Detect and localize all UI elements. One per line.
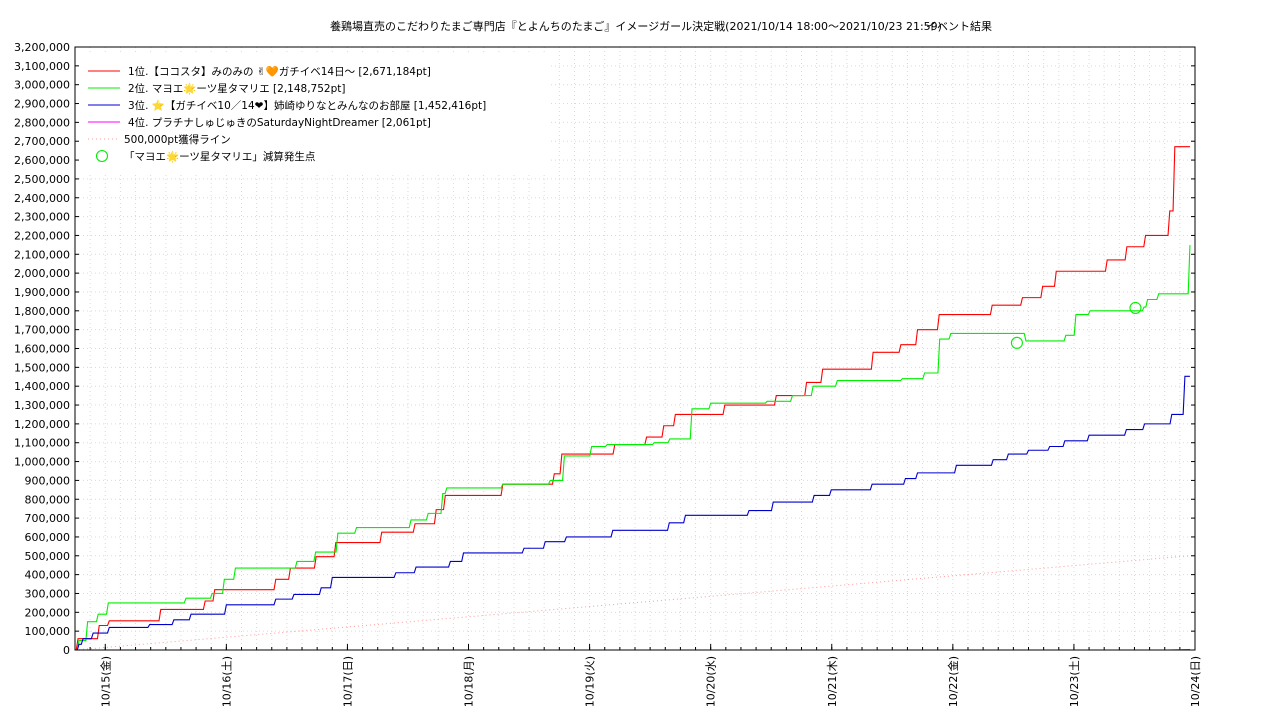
y-tick-label: 1,100,000 <box>14 437 70 450</box>
x-tick-label: 10/19(火) <box>584 656 597 707</box>
y-tick-label: 400,000 <box>25 569 71 582</box>
y-tick-label: 1,500,000 <box>14 361 70 374</box>
y-tick-label: 300,000 <box>25 587 71 600</box>
legend-label-3: 3位. ⭐【ガチイベ10／14❤】姉崎ゆりなとみんなのお部屋 [1,452,41… <box>128 99 486 112</box>
y-tick-label: 2,900,000 <box>14 98 70 111</box>
series-group <box>74 146 1191 651</box>
y-tick-label: 1,200,000 <box>14 418 70 431</box>
x-tick-label: 10/20(水) <box>705 656 718 707</box>
y-tick-label: 900,000 <box>25 474 71 487</box>
x-tick-label: 10/15(金) <box>98 656 112 707</box>
y-tick-label: 600,000 <box>25 531 71 544</box>
y-axis: 0 100,000 200,000 300,000 400,000 500,000 600,… <box>14 41 1195 657</box>
event-markers <box>1010 301 1142 349</box>
y-tick-label: 3,200,000 <box>14 41 70 54</box>
legend-label-5: 500,000pt獲得ライン <box>124 133 231 146</box>
y-tick-label: 1,300,000 <box>14 399 70 412</box>
plot-frame <box>74 46 1196 651</box>
y-tick-label: 2,700,000 <box>14 135 70 148</box>
y-tick-label: 1,700,000 <box>14 324 70 337</box>
x-tick-label: 10/22(金) <box>946 656 960 707</box>
y-tick-label: 2,500,000 <box>14 173 70 186</box>
series-line-3 <box>75 375 1190 651</box>
y-tick-label: 500,000 <box>25 550 71 563</box>
y-tick-label: 1,900,000 <box>14 286 70 299</box>
x-tick-label: 10/18(月) <box>463 656 476 707</box>
y-tick-label: 2,600,000 <box>14 154 70 167</box>
x-tick-label: 10/17(日) <box>341 656 354 707</box>
legend: 1位.【ココスタ】みのみの ✌🧡ガチイベ14日〜 [2,671,184pt] 2位… <box>79 55 549 173</box>
y-tick-label: 2,300,000 <box>14 211 70 224</box>
y-tick-label: 2,200,000 <box>14 229 70 242</box>
y-tick-label: 1,000,000 <box>14 456 70 469</box>
y-tick-label: 2,100,000 <box>14 248 70 261</box>
x-tick-label: 10/21(木) <box>826 656 839 707</box>
series-line-2 <box>75 245 1191 651</box>
x-tick-label: 10/23(土) <box>1068 656 1081 707</box>
y-tick-label: 800,000 <box>25 493 71 506</box>
y-tick-label: 2,000,000 <box>14 267 70 280</box>
legend-background <box>79 55 549 173</box>
y-tick-label: 200,000 <box>25 606 71 619</box>
legend-label-2: 2位. マヨエ🌟ーツ星タマリエ [2,148,752pt] <box>128 82 345 95</box>
y-tick-label: 1,800,000 <box>14 305 70 318</box>
y-tick-label: 0 <box>63 644 70 657</box>
y-tick-label: 3,100,000 <box>14 60 70 73</box>
y-tick-label: 700,000 <box>25 512 71 525</box>
legend-label-4: 4位. プラチナしゅじゅきのSaturdayNightDreamer [2,06… <box>128 116 431 129</box>
legend-event-marker <box>95 149 109 163</box>
x-tick-label: 10/16(土) <box>220 656 233 707</box>
legend-label-1: 1位.【ココスタ】みのみの ✌🧡ガチイベ14日〜 [2,671,184pt] <box>128 65 431 78</box>
legend-label-events: 「マヨエ🌟ーツ星タマリエ」減算発生点 <box>124 150 315 163</box>
x-tick-label: 10/24(日) <box>1189 656 1202 707</box>
series-line-5 <box>74 555 1190 651</box>
x-axis: 10/15(金) 10/16(土) 10/17(日) 10/18(月) 10/19(火)… <box>89 644 1202 707</box>
y-tick-label: 3,000,000 <box>14 79 70 92</box>
y-tick-label: 1,600,000 <box>14 343 70 356</box>
y-tick-label: 2,800,000 <box>14 116 70 129</box>
series-line-1 <box>75 146 1190 651</box>
y-tick-label: 100,000 <box>25 625 71 638</box>
event-marker <box>1010 336 1023 349</box>
y-tick-label: 1,400,000 <box>14 380 70 393</box>
event-marker <box>1129 301 1142 315</box>
chart-title: 養鶏場直売のこだわりたまご専門店『とよんちのたまご』イメージガール決定戦(202… <box>330 19 942 33</box>
chart-title-suffix: イベント結果 <box>926 19 992 33</box>
y-tick-label: 2,400,000 <box>14 192 70 205</box>
